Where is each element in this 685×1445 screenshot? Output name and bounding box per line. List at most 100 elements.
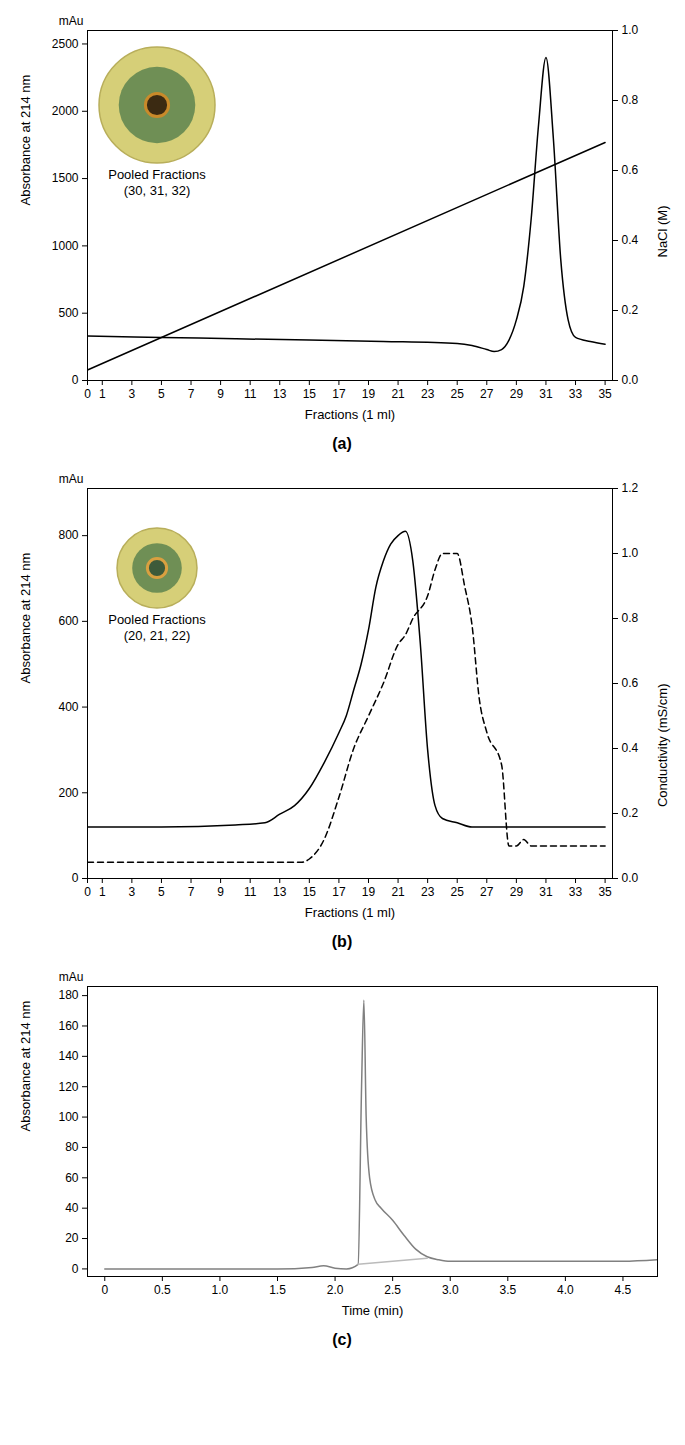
svg-text:23: 23 [421,885,435,899]
svg-text:NaCl (M): NaCl (M) [655,206,670,258]
svg-text:0.6: 0.6 [622,163,639,177]
svg-text:2500: 2500 [52,37,79,51]
svg-text:17: 17 [332,387,346,401]
svg-text:400: 400 [58,700,78,714]
svg-text:0.2: 0.2 [622,303,639,317]
svg-text:7: 7 [188,885,195,899]
svg-text:mAu: mAu [59,14,84,28]
svg-text:0.8: 0.8 [622,611,639,625]
svg-text:21: 21 [391,387,405,401]
svg-text:Absorbance at 214 nm: Absorbance at 214 nm [18,75,33,206]
svg-text:1500: 1500 [52,171,79,185]
svg-text:20: 20 [65,1231,79,1245]
svg-text:0: 0 [72,1262,79,1276]
svg-text:Pooled Fractions: Pooled Fractions [108,612,206,627]
svg-text:Pooled Fractions: Pooled Fractions [108,167,206,182]
svg-text:9: 9 [217,387,224,401]
svg-text:40: 40 [65,1201,79,1215]
svg-text:29: 29 [510,885,524,899]
svg-text:1: 1 [99,885,106,899]
svg-text:21: 21 [391,885,405,899]
svg-text:(20, 21, 22): (20, 21, 22) [124,628,191,643]
svg-text:3.5: 3.5 [499,1283,516,1297]
svg-text:0.8: 0.8 [622,93,639,107]
html-text:(c): (c) [332,1331,352,1348]
svg-text:25: 25 [451,387,465,401]
svg-text:13: 13 [273,387,287,401]
svg-text:0.0: 0.0 [622,871,639,885]
svg-text:15: 15 [303,885,317,899]
svg-text:0: 0 [101,1283,108,1297]
svg-text:Conductivity (mS/cm): Conductivity (mS/cm) [655,684,670,808]
svg-text:500: 500 [58,306,78,320]
svg-text:Absorbance at 214 nm: Absorbance at 214 nm [18,1001,33,1132]
svg-text:200: 200 [58,786,78,800]
svg-text:3.0: 3.0 [442,1283,459,1297]
html-text:(b): (b) [331,933,353,950]
svg-text:1.5: 1.5 [269,1283,286,1297]
svg-text:Absorbance at 214 nm: Absorbance at 214 nm [18,553,33,684]
svg-text:60: 60 [65,1171,79,1185]
svg-text:27: 27 [480,885,494,899]
svg-text:2.0: 2.0 [327,1283,344,1297]
svg-text:19: 19 [362,885,376,899]
svg-text:140: 140 [58,1049,78,1063]
svg-text:Time (min): Time (min) [342,1303,404,1318]
svg-text:600: 600 [58,614,78,628]
svg-text:160: 160 [58,1019,78,1033]
svg-text:11: 11 [244,387,257,401]
svg-text:3: 3 [129,387,136,401]
svg-text:17: 17 [332,885,346,899]
svg-text:0.2: 0.2 [622,806,639,820]
svg-text:33: 33 [569,885,583,899]
svg-text:mAu: mAu [59,970,84,984]
svg-text:35: 35 [598,885,612,899]
svg-text:120: 120 [58,1080,78,1094]
svg-text:0.0: 0.0 [622,373,639,387]
svg-text:1.2: 1.2 [622,481,639,495]
svg-text:1000: 1000 [52,239,79,253]
svg-text:4.5: 4.5 [615,1283,632,1297]
svg-text:35: 35 [598,387,612,401]
svg-text:31: 31 [539,885,553,899]
svg-text:mAu: mAu [59,472,84,486]
svg-text:2.5: 2.5 [384,1283,401,1297]
svg-text:25: 25 [451,885,465,899]
svg-text:27: 27 [480,387,494,401]
svg-text:0.4: 0.4 [622,741,639,755]
svg-text:0: 0 [72,871,79,885]
svg-text:33: 33 [569,387,583,401]
svg-text:800: 800 [58,528,78,542]
svg-text:1: 1 [99,387,106,401]
svg-text:100: 100 [58,1110,78,1124]
svg-text:0: 0 [84,387,91,401]
svg-text:0.6: 0.6 [622,676,639,690]
svg-text:Fractions (1 ml): Fractions (1 ml) [305,407,395,422]
svg-text:0: 0 [84,885,91,899]
html-text:(a): (a) [332,435,352,452]
svg-text:31: 31 [539,387,553,401]
svg-text:0.4: 0.4 [622,233,639,247]
svg-text:1.0: 1.0 [212,1283,229,1297]
svg-text:9: 9 [217,885,224,899]
svg-text:11: 11 [244,885,257,899]
svg-text:1.0: 1.0 [622,23,639,37]
svg-text:23: 23 [421,387,435,401]
svg-text:180: 180 [58,988,78,1002]
svg-text:80: 80 [65,1140,79,1154]
svg-text:7: 7 [188,387,195,401]
svg-text:4.0: 4.0 [557,1283,574,1297]
svg-text:5: 5 [158,387,165,401]
svg-text:1.0: 1.0 [622,546,639,560]
svg-text:5: 5 [158,885,165,899]
svg-text:(30, 31, 32): (30, 31, 32) [124,183,191,198]
svg-text:13: 13 [273,885,287,899]
svg-text:Fractions (1 ml): Fractions (1 ml) [305,905,395,920]
svg-text:0.5: 0.5 [154,1283,171,1297]
svg-text:19: 19 [362,387,376,401]
svg-text:29: 29 [510,387,524,401]
svg-text:3: 3 [129,885,136,899]
svg-text:0: 0 [72,373,79,387]
svg-text:2000: 2000 [52,104,79,118]
svg-text:15: 15 [303,387,317,401]
